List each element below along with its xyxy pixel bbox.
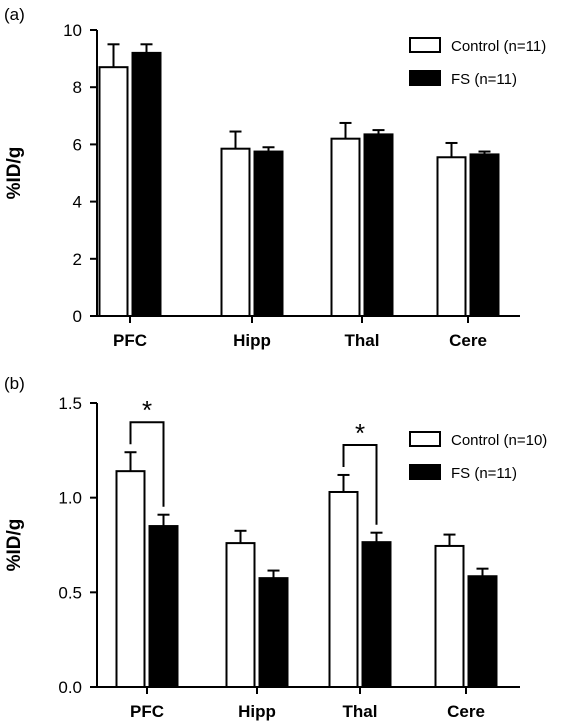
bar	[148, 525, 179, 688]
bar	[467, 575, 498, 688]
y-tick-label: 8	[73, 78, 82, 97]
x-tick-label: Cere	[447, 702, 485, 721]
bar	[253, 150, 284, 317]
bar	[363, 133, 394, 317]
x-tick-label: PFC	[113, 331, 147, 350]
bar	[220, 147, 251, 317]
bar	[98, 66, 129, 318]
x-tick-label: Hipp	[238, 702, 276, 721]
bar	[434, 544, 465, 688]
panel-label: (a)	[4, 5, 25, 24]
y-tick-label: 0.5	[58, 583, 82, 602]
x-tick-label: Cere	[449, 331, 487, 350]
y-tick-label: 1.5	[58, 394, 82, 413]
x-tick-label: Thal	[343, 702, 378, 721]
panel-label: (b)	[4, 374, 25, 393]
y-axis-label: %ID/g	[4, 519, 25, 572]
bar	[469, 153, 500, 317]
significance-bracket	[342, 443, 378, 525]
chart-panel-a: (a) %ID/g 0 2 4 6 8 10 PFC Hipp Thal Cere Control (n…	[4, 5, 546, 350]
y-tick-label: 4	[73, 193, 82, 212]
significance-marker: *	[355, 418, 365, 448]
significance-marker: *	[142, 395, 152, 425]
legend-swatch	[409, 431, 441, 447]
bar	[361, 541, 392, 688]
legend-entry: FS (n=11)	[451, 465, 517, 482]
bar	[330, 137, 361, 317]
legend-entry: Control (n=10)	[451, 432, 547, 449]
legend-entry: Control (n=11)	[451, 38, 546, 55]
bar	[436, 156, 467, 317]
chart-panel-b: (b) %ID/g 0.0 0.5 1.0 1.5 PFC Hipp Thal Cere * * Con…	[4, 374, 547, 721]
bar	[115, 470, 146, 688]
legend-swatch	[409, 70, 441, 86]
y-tick-label: 2	[73, 250, 82, 269]
y-tick-label: 1.0	[58, 489, 82, 508]
bar	[328, 490, 359, 688]
bar	[225, 542, 256, 689]
significance-bracket	[129, 421, 165, 507]
x-tick-label: PFC	[130, 702, 164, 721]
y-tick-label: 10	[63, 21, 82, 40]
x-tick-label: Hipp	[233, 331, 271, 350]
x-tick-label: Thal	[345, 331, 380, 350]
y-axis-label: %ID/g	[4, 147, 25, 200]
bar	[258, 577, 289, 689]
legend-swatch	[409, 37, 441, 53]
legend-entry: FS (n=11)	[451, 71, 517, 88]
y-tick-label: 6	[73, 135, 82, 154]
legend-swatch	[409, 464, 441, 480]
y-tick-label: 0	[73, 307, 82, 326]
y-tick-label: 0.0	[58, 678, 82, 697]
bar	[131, 51, 162, 317]
